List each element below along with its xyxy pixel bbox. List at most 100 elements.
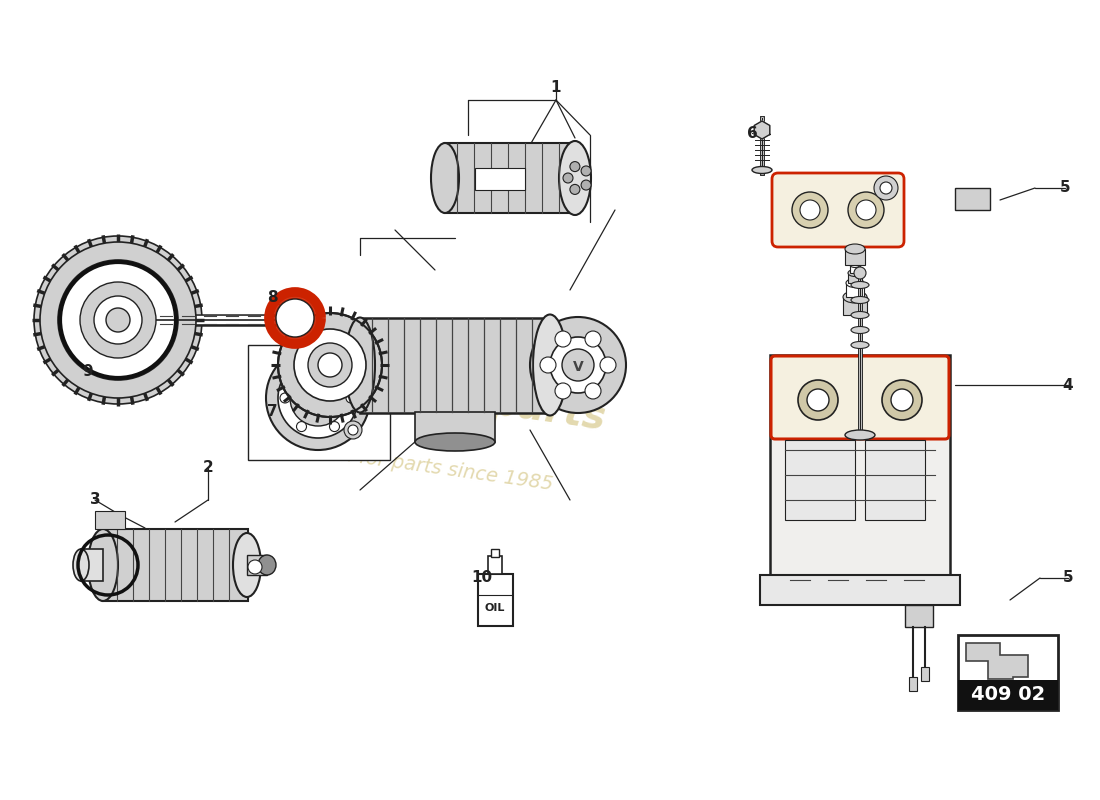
Bar: [848, 273, 862, 283]
Circle shape: [280, 393, 290, 403]
Circle shape: [278, 358, 358, 438]
Bar: [475, 168, 525, 190]
Circle shape: [540, 357, 556, 373]
Circle shape: [344, 421, 362, 439]
Bar: [491, 549, 499, 557]
Ellipse shape: [851, 326, 869, 334]
Circle shape: [800, 200, 820, 220]
Circle shape: [40, 242, 196, 398]
Circle shape: [330, 422, 340, 431]
Bar: [955, 188, 990, 210]
Bar: [958, 680, 1058, 710]
Circle shape: [248, 560, 262, 574]
FancyBboxPatch shape: [771, 356, 949, 439]
Circle shape: [276, 299, 314, 337]
Ellipse shape: [851, 297, 869, 303]
Text: 10: 10: [472, 570, 493, 586]
Ellipse shape: [345, 318, 375, 413]
Circle shape: [848, 192, 884, 228]
Ellipse shape: [415, 433, 495, 451]
Bar: [760, 575, 960, 605]
Text: 6: 6: [747, 126, 758, 141]
Bar: [785, 440, 855, 520]
Text: 1: 1: [551, 81, 561, 95]
Polygon shape: [755, 121, 770, 139]
Text: 8: 8: [266, 290, 277, 306]
Circle shape: [297, 365, 307, 374]
Circle shape: [304, 384, 332, 412]
Bar: [415, 412, 495, 442]
Circle shape: [348, 425, 358, 435]
Text: 5: 5: [1059, 181, 1070, 195]
Text: 4: 4: [1063, 378, 1074, 393]
Circle shape: [58, 260, 178, 380]
Circle shape: [278, 313, 382, 417]
Circle shape: [346, 393, 356, 403]
Bar: [850, 265, 860, 273]
Circle shape: [581, 166, 591, 176]
Circle shape: [856, 200, 876, 220]
Circle shape: [290, 370, 346, 426]
Circle shape: [874, 176, 898, 200]
Circle shape: [585, 331, 601, 347]
Ellipse shape: [846, 278, 864, 287]
Bar: [921, 667, 929, 681]
FancyBboxPatch shape: [772, 173, 904, 247]
Text: OIL: OIL: [485, 603, 505, 613]
Ellipse shape: [845, 244, 865, 254]
Circle shape: [80, 282, 156, 358]
Circle shape: [297, 422, 307, 431]
Bar: [360, 318, 550, 413]
Bar: [958, 635, 1058, 710]
Circle shape: [270, 292, 321, 344]
Circle shape: [530, 317, 626, 413]
Ellipse shape: [843, 291, 867, 303]
Circle shape: [807, 389, 829, 411]
Ellipse shape: [845, 430, 875, 440]
Circle shape: [585, 383, 601, 399]
Text: 2: 2: [202, 461, 213, 475]
Circle shape: [882, 380, 922, 420]
Bar: [865, 440, 925, 520]
Ellipse shape: [233, 533, 261, 597]
Text: 409 02: 409 02: [971, 686, 1045, 705]
Ellipse shape: [851, 311, 869, 318]
Bar: [248, 345, 390, 460]
Bar: [845, 249, 865, 265]
Text: equipcarparts: equipcarparts: [300, 358, 608, 438]
Circle shape: [880, 182, 892, 194]
Ellipse shape: [258, 555, 276, 575]
Bar: [81, 549, 103, 581]
Bar: [846, 283, 864, 297]
Text: V: V: [573, 360, 583, 374]
Circle shape: [294, 329, 366, 401]
Bar: [95, 511, 125, 529]
Circle shape: [891, 389, 913, 411]
Text: a passion for parts since 1985: a passion for parts since 1985: [260, 434, 554, 494]
Circle shape: [34, 236, 202, 404]
Bar: [446, 143, 575, 213]
Ellipse shape: [534, 314, 566, 415]
Polygon shape: [966, 643, 1028, 679]
Bar: [103, 529, 248, 601]
Circle shape: [550, 337, 606, 393]
Ellipse shape: [752, 166, 772, 174]
Text: 3: 3: [90, 493, 100, 507]
Circle shape: [563, 173, 573, 183]
Circle shape: [556, 383, 571, 399]
Bar: [770, 355, 950, 575]
Ellipse shape: [431, 143, 459, 213]
Circle shape: [600, 357, 616, 373]
Circle shape: [798, 380, 838, 420]
Circle shape: [570, 185, 580, 194]
Text: 9: 9: [82, 365, 94, 379]
Circle shape: [581, 180, 591, 190]
Circle shape: [106, 308, 130, 332]
Bar: [248, 555, 267, 575]
Circle shape: [792, 192, 828, 228]
Bar: [843, 297, 867, 315]
Circle shape: [556, 331, 571, 347]
Circle shape: [318, 353, 342, 377]
Ellipse shape: [73, 549, 89, 581]
Circle shape: [562, 349, 594, 381]
